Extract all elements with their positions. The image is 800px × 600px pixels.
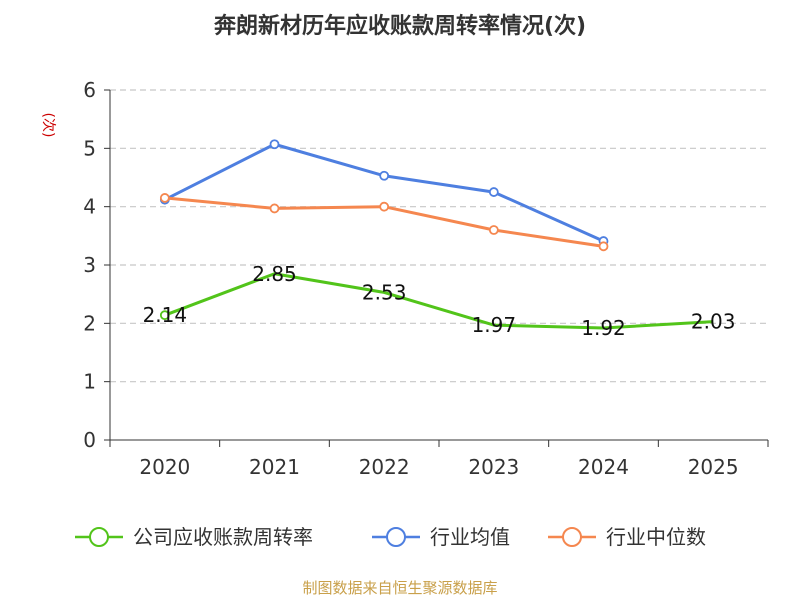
y-tick-label: 2 <box>83 311 96 335</box>
data-label: 1.97 <box>472 313 517 337</box>
data-point <box>269 139 280 150</box>
legend-label: 行业均值 <box>430 525 510 549</box>
legend-label: 行业中位数 <box>606 525 706 549</box>
series-line-1 <box>164 142 605 243</box>
data-point <box>379 170 390 181</box>
data-label: 1.92 <box>581 316 626 340</box>
series-lines <box>159 139 714 330</box>
x-tick-label: 2020 <box>139 455 190 479</box>
data-point <box>488 225 499 235</box>
legend: 公司应收账款周转率 行业均值 行业中位数 <box>75 525 706 549</box>
y-tick-label: 0 <box>83 428 96 452</box>
x-tick-label: 2021 <box>249 455 300 479</box>
data-labels: 2.14 2.85 2.53 1.97 1.92 2.03 <box>143 262 736 340</box>
y-tick-label: 5 <box>83 136 96 160</box>
y-tick-label: 4 <box>83 195 96 219</box>
y-tick-label: 6 <box>83 78 96 102</box>
source-note: 制图数据来自恒生聚源数据库 <box>302 579 497 597</box>
x-tick-label: 2024 <box>578 455 629 479</box>
axes: 0 1 2 3 4 5 6 2020 2021 2022 2023 2024 2025 <box>83 78 769 479</box>
data-label: 2.03 <box>691 310 736 334</box>
data-point <box>159 193 170 203</box>
legend-marker <box>386 527 406 547</box>
y-tick-label: 3 <box>83 253 96 277</box>
legend-label: 公司应收账款周转率 <box>133 525 313 549</box>
data-point <box>159 310 170 321</box>
data-point <box>488 187 499 197</box>
series-line-0 <box>164 272 714 330</box>
legend-marker <box>89 527 109 547</box>
data-point <box>598 241 609 252</box>
x-tick-label: 2022 <box>359 455 410 479</box>
data-point <box>269 203 280 214</box>
chart-title: 奔朗新材历年应收账款周转率情况(次) <box>214 13 586 39</box>
x-tick-label: 2023 <box>468 455 519 479</box>
data-label: 2.53 <box>362 280 407 304</box>
legend-marker <box>562 527 582 547</box>
y-axis-label: (次) <box>40 113 56 138</box>
y-tick-label: 1 <box>83 370 96 394</box>
data-label: 2.85 <box>252 262 297 286</box>
data-point <box>379 201 390 212</box>
gridlines <box>110 89 768 383</box>
x-tick-label: 2025 <box>688 455 739 479</box>
data-label: 2.14 <box>143 303 188 327</box>
